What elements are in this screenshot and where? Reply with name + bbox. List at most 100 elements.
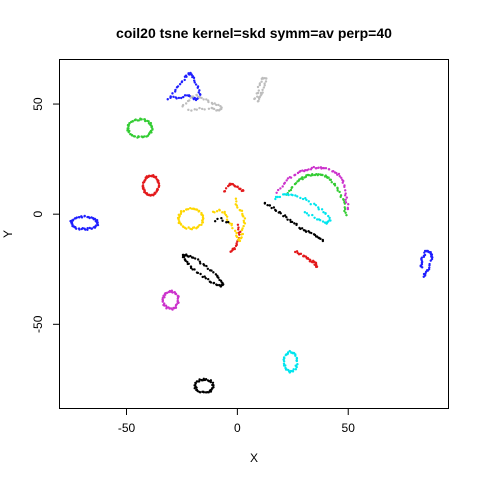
data-point [345,213,348,217]
series-13 [282,349,299,374]
data-point [294,194,297,197]
data-point [221,283,224,286]
data-point [90,216,93,219]
data-point [324,212,327,215]
data-point [187,262,190,265]
data-point [338,190,341,194]
data-point [242,189,245,192]
data-point [238,239,242,243]
data-point [206,277,210,281]
data-point [284,193,287,196]
data-point [263,84,266,87]
data-point [260,80,263,83]
series-4 [69,214,100,232]
data-point [317,206,320,209]
data-point [428,262,431,266]
series-0 [141,174,161,197]
data-point [96,223,100,227]
series-1 [223,182,245,193]
series-6 [419,249,434,278]
data-point [253,97,257,100]
data-point [174,306,177,309]
data-point [282,360,286,363]
data-point [321,173,324,177]
data-point [307,200,310,203]
data-point [276,195,279,199]
data-point [338,175,341,178]
data-point [321,220,325,223]
data-point [317,173,320,176]
data-point [209,281,213,284]
data-point [133,135,137,138]
data-point [284,364,287,367]
data-point [297,253,301,256]
data-point [174,88,177,92]
data-point [207,100,210,104]
data-point [157,184,161,187]
data-point [212,281,216,285]
data-point [223,190,227,193]
data-point [204,277,208,280]
data-point [184,74,188,77]
data-point [215,109,218,112]
data-point [307,257,310,261]
data-point [312,165,316,169]
data-point [285,216,288,219]
data-point [289,188,293,192]
data-point [155,178,159,181]
data-point [215,103,218,107]
data-point [218,278,221,282]
data-point [256,91,260,95]
data-point [283,214,287,217]
series-20 [213,216,230,224]
data-point [234,185,237,188]
data-point [274,209,278,213]
data-point [238,233,241,236]
series-9 [161,289,180,311]
data-point [294,368,298,371]
data-point [243,222,247,225]
data-point [96,221,99,225]
data-point [194,83,198,86]
x-tick-label: 50 [342,421,356,435]
data-point [299,169,302,173]
data-point [279,187,282,190]
data-point [309,202,312,206]
data-point [174,96,177,99]
data-point [151,128,154,131]
data-point [206,379,210,382]
data-point [185,94,189,97]
data-point [81,227,84,230]
data-point [215,283,219,287]
data-point [329,178,333,182]
data-point [322,211,325,214]
data-point [314,203,318,207]
data-point [136,119,139,122]
data-point [339,195,342,199]
data-point [305,212,309,215]
data-point [264,80,268,83]
data-point [221,211,224,214]
data-point [176,294,179,298]
data-point [240,233,243,236]
data-point [179,212,183,216]
data-point [213,219,217,223]
data-point [307,174,311,177]
data-point [317,208,320,211]
y-axis-label: Y [1,230,15,238]
data-point [209,379,213,382]
data-point [144,176,147,179]
data-point [172,95,175,99]
data-point [333,184,337,187]
data-point [240,228,244,232]
y-tick-label: 50 [31,97,45,111]
data-point [126,129,129,132]
data-point [303,211,307,214]
data-point [192,76,196,80]
data-point [265,77,268,80]
data-point [202,263,205,266]
data-point [133,119,137,122]
data-point [274,195,278,199]
data-point [211,381,215,384]
data-point [294,250,297,254]
